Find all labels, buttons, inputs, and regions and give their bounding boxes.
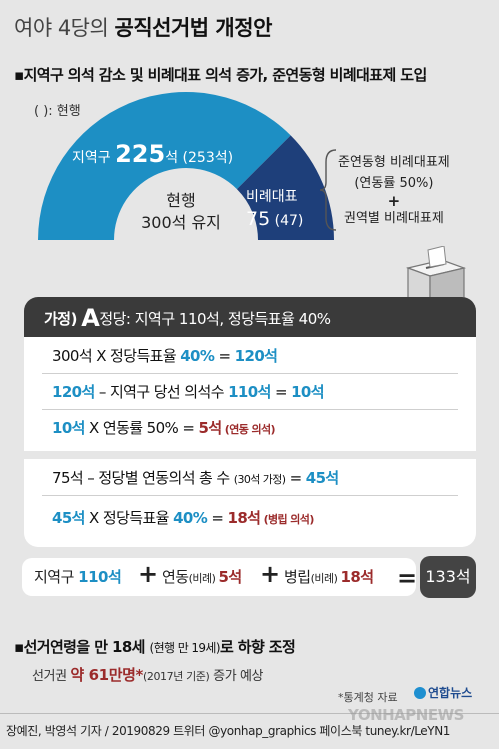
r3-c: 5석 <box>198 419 223 437</box>
source-note: *통계청 자료 <box>338 691 398 704</box>
r3-a: 10석 <box>52 419 85 437</box>
center-line1: 현행 <box>166 191 196 210</box>
total-linked: 연동(비례) 5석 <box>162 566 242 587</box>
t1-value: 110석 <box>78 568 122 586</box>
yonhap-logo: 연합뉴스 <box>414 684 472 701</box>
panel-gap <box>24 451 476 459</box>
divider <box>42 409 458 410</box>
sub2b-d: 증가 예상 <box>209 669 264 684</box>
r1-a: 300석 X 정당득표율 <box>52 347 181 365</box>
equals-sign: = <box>397 564 418 592</box>
t2-value: 5석 <box>218 568 242 586</box>
total-parallel: 병립(비례) 18석 <box>284 566 374 587</box>
credit-line: 장예진, 박영석 기자 / 20190829 트위터 @yonhap_graph… <box>6 724 451 738</box>
title-main: 공직선거법 개정안 <box>114 16 273 40</box>
center-line2: 300석 유지 <box>141 213 221 232</box>
r1-d: 120석 <box>234 347 278 365</box>
subtitle-district-reform: ▪지역구 의석 감소 및 비례대표 의석 증가, 준연동형 비례대표제 도입 <box>14 66 427 84</box>
r5-f: (병립 의석) <box>260 513 315 526</box>
subtitle-voting-age: ▪선거연령을 만 18세 (현행 만 19세)로 하향 조정 <box>14 636 296 657</box>
panel-head-letter: A <box>81 304 100 332</box>
panel-head-text: 정당: 지역구 110석, 정당득표율 40% <box>99 310 331 328</box>
district-label-text: 지역구 <box>72 150 111 166</box>
r1-c: = <box>214 347 235 365</box>
sub2b-b: 약 61만명* <box>70 666 143 684</box>
plus-sign: + <box>138 560 159 588</box>
calc-row-5: 45석 X 정당득표율 40% = 18석 (병립 의석) <box>52 507 314 528</box>
sub2b-a: 선거권 <box>32 669 71 684</box>
plus-sign: + <box>260 560 281 588</box>
r1-b: 40% <box>180 347 215 365</box>
gauge-proportional-segment <box>236 135 334 240</box>
divider <box>42 373 458 374</box>
calc-row-2: 120석 – 지역구 당선 의석수 110석 = 10석 <box>52 381 325 402</box>
title-prefix: 여야 4당의 <box>14 16 109 40</box>
t3-value: 18석 <box>340 568 374 586</box>
voter-increase-note: 선거권 약 61만명*(2017년 기준) 증가 예상 <box>32 664 264 685</box>
page-title: 여야 4당의 공직선거법 개정안 <box>14 12 272 42</box>
proportional-label: 비례대표 75 (47) <box>246 186 303 232</box>
t2-paren: (비례) <box>188 572 219 585</box>
r2-d: = <box>270 383 292 401</box>
r5-c: 40% <box>173 509 208 527</box>
calc-row-1: 300석 X 정당득표율 40% = 120석 <box>52 345 278 366</box>
t1-label: 지역구 <box>34 568 79 586</box>
current-legend-note: ( ): 현행 <box>34 104 81 119</box>
calc-row-4: 75석 – 정당별 연동의석 총 수 (30석 가정) = 45석 <box>52 467 339 488</box>
r2-b: – 지역구 당선 의석수 <box>94 383 229 401</box>
proportional-label-text: 비례대표 <box>246 189 298 205</box>
r2-a: 120석 <box>52 383 95 401</box>
calc-row-3: 10석 X 연동률 50% = 5석 (연동 의석) <box>52 417 276 438</box>
gauge-district-segment <box>38 91 291 240</box>
r2-c: 110석 <box>228 383 271 401</box>
side-note-line3: 권역별 비례대표제 <box>343 211 444 226</box>
r5-e: 18석 <box>227 509 261 527</box>
district-current-seats: (253석) <box>182 150 234 166</box>
side-note-plus: + <box>387 192 401 210</box>
r4-a: 75석 – 정당별 연동의석 총 수 <box>52 469 234 487</box>
r2-e: 10석 <box>291 383 324 401</box>
r5-d: = <box>207 509 228 527</box>
side-note-line2: (연동률 50%) <box>354 176 434 191</box>
proportional-seat-count: 75 <box>246 208 271 230</box>
watermark: YONHAPNEWS <box>348 706 464 724</box>
logo-mark-icon <box>414 687 426 699</box>
t3-label: 병립 <box>284 568 311 586</box>
t3-paren: (비례) <box>310 572 341 585</box>
gauge-center-label: 현행 300석 유지 <box>126 190 236 234</box>
r3-d: (연동 의석) <box>221 423 276 436</box>
district-seat-count: 225 <box>115 140 166 168</box>
panel-header: 가정) A정당: 지역구 110석, 정당득표율 40% <box>24 297 476 337</box>
total-district: 지역구 110석 <box>34 566 122 587</box>
totals-box: 지역구 110석 + 연동(비례) 5석 + 병립(비례) 18석 <box>22 558 416 596</box>
panel-head-prefix: 가정) <box>44 310 77 328</box>
side-note-line1: 준연동형 비례대표제 <box>338 155 450 170</box>
t2-label: 연동 <box>162 568 189 586</box>
r5-a: 45석 <box>52 509 85 527</box>
proportional-current-seats: (47) <box>274 213 304 229</box>
bracket-shape <box>319 149 337 231</box>
r4-d: 45석 <box>305 469 339 487</box>
r4-b: (30석 가정) <box>233 473 286 486</box>
seat-gauge-chart <box>38 91 334 240</box>
divider <box>42 495 458 496</box>
r3-b: X 연동률 50% = <box>84 419 199 437</box>
sub2-b: (현행 만 19세) <box>149 641 221 655</box>
side-note: 준연동형 비례대표제 (연동률 50%) + 권역별 비례대표제 <box>338 152 450 229</box>
total-result: 133석 <box>420 556 476 598</box>
footer-divider <box>0 713 499 749</box>
calculation-panel: 가정) A정당: 지역구 110석, 정당득표율 40% 300석 X 정당득표… <box>24 297 476 547</box>
r5-b: X 정당득표율 <box>84 509 174 527</box>
district-seat-unit: 석 <box>165 150 179 166</box>
sub2-a: ▪선거연령을 만 18세 <box>14 638 150 656</box>
district-label: 지역구 225석 (253석) <box>72 140 233 168</box>
r4-c: = <box>285 469 306 487</box>
sub2b-c: (2017년 기준) <box>142 670 210 683</box>
logo-text: 연합뉴스 <box>428 686 473 700</box>
sub2-c: 로 하향 조정 <box>219 638 296 656</box>
